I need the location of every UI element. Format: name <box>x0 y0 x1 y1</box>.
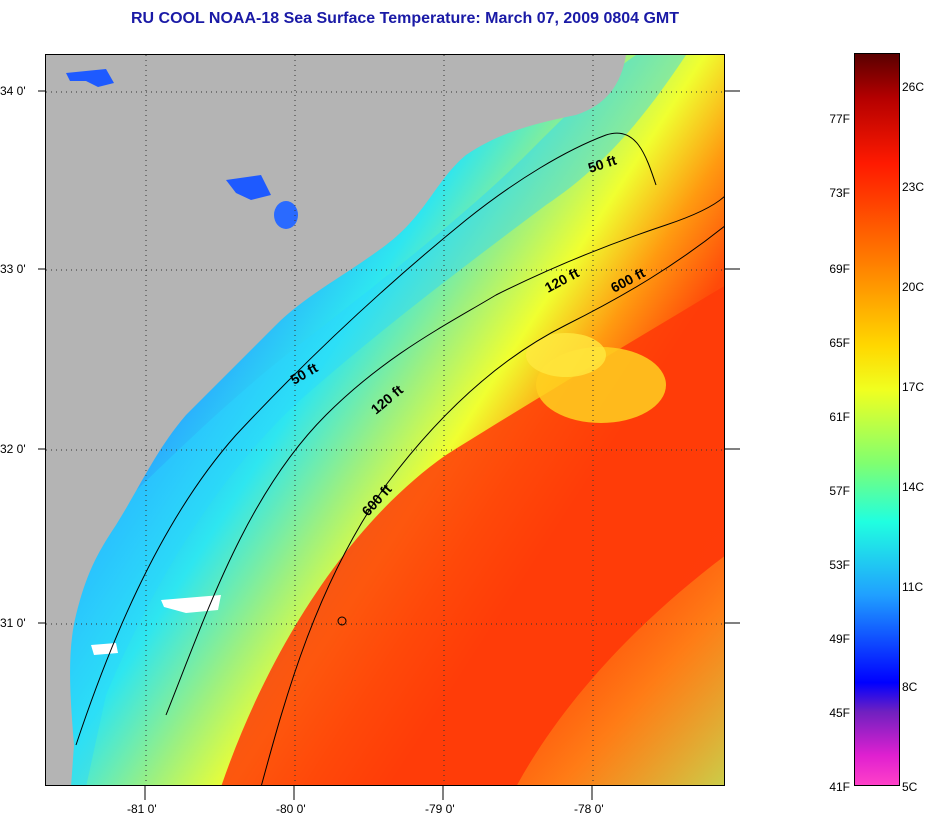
cloud-patch <box>161 595 221 613</box>
land-mass <box>46 55 626 785</box>
sst-map-canvas: 50 ft 50 ft 120 ft 120 ft 600 ft 600 ft <box>46 55 724 785</box>
colorbar-f-57: 57F <box>829 484 850 498</box>
colorbar-f-65: 65F <box>829 336 850 350</box>
lon-label-79: -79 0' <box>425 802 455 816</box>
colorbar-c-23: 23C <box>902 180 925 194</box>
colorbar-f-53: 53F <box>829 558 850 572</box>
offshore-cooler-region <box>517 556 724 785</box>
shelf-water <box>46 55 686 785</box>
isobath-50ft <box>75 132 657 746</box>
lon-label-78: -78 0' <box>574 802 604 816</box>
colorbar-f-73: 73F <box>829 186 850 200</box>
temperature-colorbar <box>854 53 900 786</box>
colorbar-f-69: 69F <box>829 262 850 276</box>
lon-label-81: -81 0' <box>127 802 157 816</box>
colorbar-f-49: 49F <box>829 632 850 646</box>
colorbar-c-20: 20C <box>902 280 925 294</box>
colorbar-c-17: 17C <box>902 380 925 394</box>
colorbar-f-45: 45F <box>829 706 850 720</box>
colorbar-c-11: 11C <box>902 580 924 594</box>
isobath-120ft <box>165 196 724 716</box>
map-title: RU COOL NOAA-18 Sea Surface Temperature:… <box>130 10 680 27</box>
colorbar-f-77: 77F <box>829 112 850 126</box>
colorbar-c-26: 26C <box>902 80 925 94</box>
lat-label-31: 31 0' <box>0 616 26 630</box>
sst-map[interactable]: 50 ft 50 ft 120 ft 120 ft 600 ft 600 ft <box>45 54 725 786</box>
graticule <box>46 55 724 785</box>
colorbar-c-14: 14C <box>902 480 925 494</box>
lat-label-33: 33 0' <box>0 262 26 276</box>
inland-lake <box>66 69 114 87</box>
lat-label-34: 34 0' <box>0 84 26 98</box>
lat-label-32: 32 0' <box>0 442 26 456</box>
colorbar-f-61: 61F <box>829 410 850 424</box>
lon-label-80: -80 0' <box>276 802 306 816</box>
colorbar-c-8: 8C <box>902 680 918 694</box>
colorbar-c-5: 5C <box>902 780 918 794</box>
station-marker <box>337 616 347 626</box>
colorbar-f-41: 41F <box>829 780 850 794</box>
isobath-600ft <box>261 225 724 785</box>
